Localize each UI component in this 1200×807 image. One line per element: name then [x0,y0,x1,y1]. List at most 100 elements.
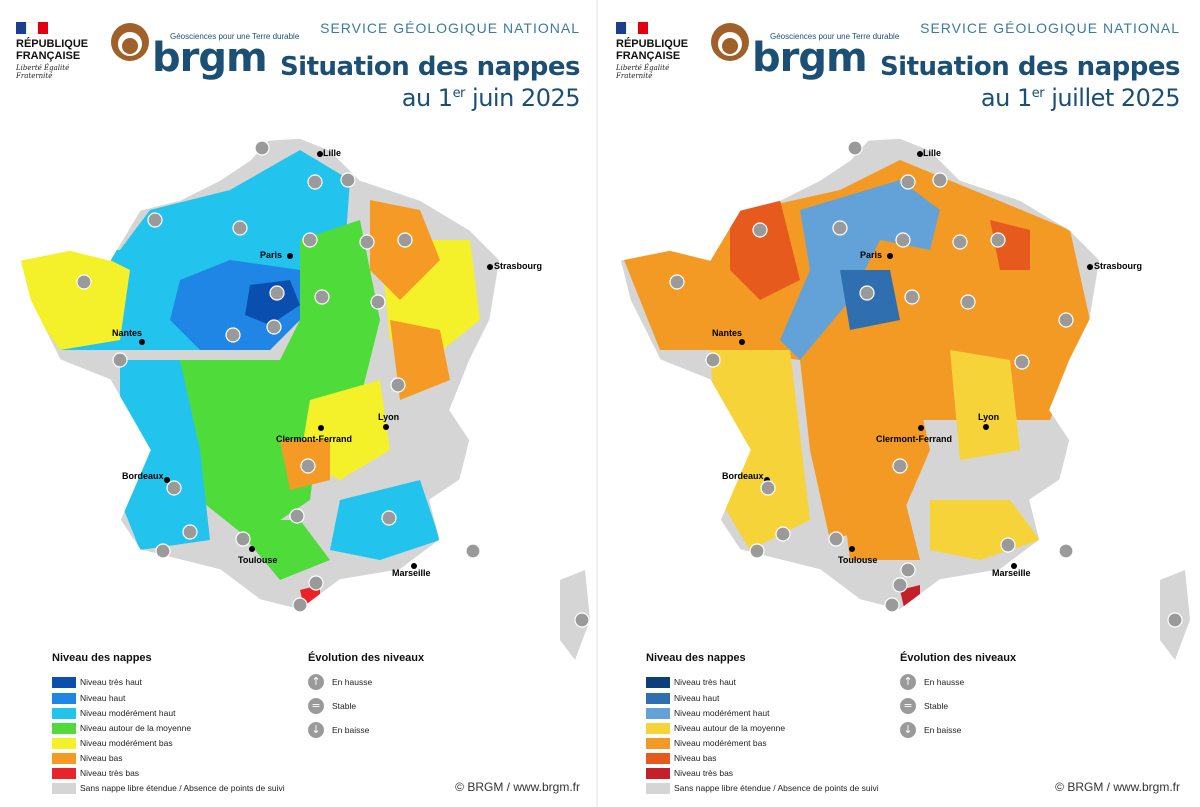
arrow-up-icon [235,531,251,547]
city-label-lyon: Lyon [978,412,999,422]
city-marker-nantes [139,339,145,345]
zone-moyenne-sud [230,520,330,580]
france-outline [619,137,1101,611]
republic-motto: Liberté Égalité Fraternité [616,64,670,80]
arrow-down-icon [76,274,92,290]
city-label-clermont: Clermont-Ferrand [276,434,352,444]
city-label-bordeaux: Bordeaux [122,471,164,481]
arrow-down-icon [859,285,875,301]
city-marker-lyon [383,424,389,430]
brgm-wordmark: brgm [152,35,268,81]
legend-row: Niveau très haut [52,676,142,688]
zone-bas-normandie [730,200,800,300]
legend-row: Niveau bas [52,752,123,764]
legend-swatch [52,676,76,688]
zone-bas-jura [390,320,450,400]
arrow-down-icon [266,319,282,335]
zone-tres-haut [245,280,300,325]
republic-name: RÉPUBLIQUE FRANÇAISE [616,38,689,62]
corsica [560,570,590,660]
arrow-down-icon [892,458,908,474]
arrow-up-icon [112,352,128,368]
zone-moyenne-ouest [710,350,810,550]
arrow-down-icon [314,289,330,305]
legend-row: Niveau autour de la moyenne [646,722,785,734]
evolution-row: ↓ En baisse [308,722,369,738]
french-flag-icon [616,22,648,34]
republic-name: RÉPUBLIQUE FRANÇAISE [16,38,89,62]
arrow-down-icon [225,327,241,343]
arrow-down-icon [1058,543,1074,559]
arrow-up-icon [884,597,900,613]
arrow-up-icon [892,577,908,593]
arrow-down-icon [232,220,248,236]
panel-divider [596,0,598,807]
city-marker-lille [917,151,923,157]
city-label-lille: Lille [923,148,941,158]
arrow-down-icon [308,575,324,591]
arrow-down-icon [574,612,590,628]
brgm-logo-icon [711,23,749,61]
legend-row: Niveau modérément bas [52,737,173,749]
zone-moyenne-alpes [950,350,1020,460]
legend-title-niveau: Niveau des nappes [52,652,152,664]
city-marker-toulouse [249,546,255,552]
evolution-markers [76,140,590,628]
service-label: SERVICE GÉOLOGIQUE NATIONAL [920,20,1180,36]
evolution-row: ↑ En hausse [308,674,372,690]
arrow-down-icon [932,172,948,188]
arrow-down-icon [900,174,916,190]
service-label: SERVICE GÉOLOGIQUE NATIONAL [320,20,580,36]
french-flag-icon [16,22,48,34]
arrow-down-icon [760,480,776,496]
arrow-down-icon [1000,537,1016,553]
legend-row: Niveau très bas [646,767,733,779]
equals-icon [289,508,305,524]
city-label-toulouse: Toulouse [238,555,277,565]
legend-row: Niveau modérément haut [646,707,769,719]
arrow-up-icon: ↑ [308,674,324,690]
evolution-row: = Stable [900,698,948,714]
legend-row: Niveau haut [52,692,125,704]
city-label-marseille: Marseille [992,568,1031,578]
legend-swatch [646,707,670,719]
brgm-tagline: Géosciences pour une Terre durable [170,32,300,41]
city-label-lyon: Lyon [378,412,399,422]
arrow-up-icon: ↑ [900,674,916,690]
equals-icon [300,458,316,474]
city-label-marseille: Marseille [392,568,431,578]
legend-row: Niveau autour de la moyenne [52,722,191,734]
city-marker-paris [887,253,893,259]
page-title: Situation des nappes [279,52,581,82]
legend-title-niveau: Niveau des nappes [646,652,746,664]
legend-swatch [52,752,76,764]
arrow-down-icon [847,140,863,156]
france-outline [19,137,501,611]
legend-swatch [52,692,76,704]
legend-row: Niveau très bas [52,767,139,779]
arrow-down-icon [705,352,721,368]
legend-swatch [646,722,670,734]
equals-icon: = [900,698,916,714]
legend-swatch [646,752,670,764]
brgm-wordmark: brgm [752,35,868,81]
equals-icon [269,285,285,301]
equals-icon [182,524,198,540]
city-markers: Lille Paris Strasbourg Nantes Lyon Clerm… [712,148,1142,578]
city-label-bordeaux: Bordeaux [722,471,764,481]
city-label-nantes: Nantes [112,328,142,338]
arrow-down-icon [397,232,413,248]
arrow-down-icon [359,234,375,250]
legend-swatch [52,767,76,779]
arrow-up-icon [828,531,844,547]
map-panel-july: RÉPUBLIQUE FRANÇAISE Liberté Égalité Fra… [600,0,1194,807]
arrow-down-icon: ↓ [308,722,324,738]
city-marker-clermont [318,425,324,431]
arrow-down-icon [952,234,968,250]
legend-swatch [646,692,670,704]
equals-icon [465,543,481,559]
city-label-toulouse: Toulouse [838,555,877,565]
city-label-clermont: Clermont-Ferrand [876,434,952,444]
equals-icon [390,377,406,393]
legend-row: Sans nappe libre étendue / Absence de po… [52,782,285,794]
